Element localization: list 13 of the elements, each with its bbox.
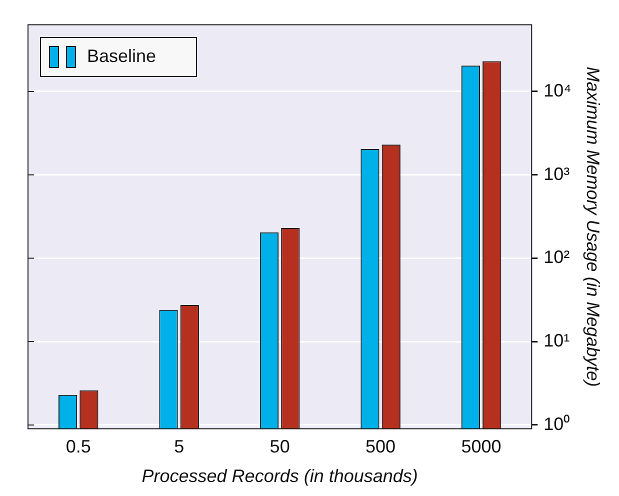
x-tick-label: 500 [366,436,396,457]
x-axis-title: Processed Records (in thousands) [142,466,418,486]
x-tick-label: 50 [270,436,290,457]
y-tick-label: 10¹ [544,330,570,351]
y-tick-label: 10² [544,247,570,268]
legend-label: Baseline [87,46,156,68]
y-tick-label: 10³ [544,164,570,184]
y-tick-label: 10⁴ [544,80,572,100]
x-tick-label: 5 [174,436,184,457]
x-tick-label: 5000 [461,436,502,457]
y-tick-label: 10⁰ [544,414,570,434]
y-axis-title: Maximum Memory Usage (in Megabyte) [583,66,604,387]
x-tick-label: 0.5 [66,436,91,457]
